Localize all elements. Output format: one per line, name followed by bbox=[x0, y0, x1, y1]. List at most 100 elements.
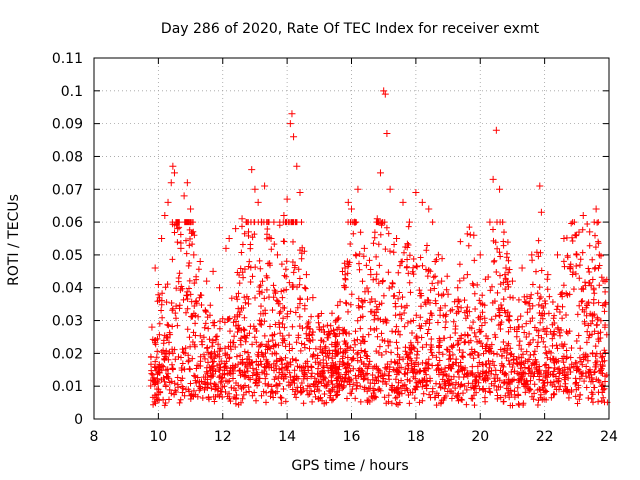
data-point bbox=[290, 133, 298, 141]
data-point bbox=[158, 235, 166, 242]
data-point bbox=[280, 212, 288, 220]
y-tick-label: 0.04 bbox=[52, 281, 83, 297]
data-point bbox=[573, 251, 581, 259]
data-point bbox=[418, 198, 426, 206]
data-point bbox=[431, 257, 439, 265]
data-point bbox=[273, 251, 281, 259]
data-point bbox=[245, 228, 252, 236]
data-point bbox=[463, 271, 471, 279]
data-point bbox=[216, 284, 224, 292]
data-point bbox=[180, 192, 188, 200]
data-point bbox=[489, 175, 497, 183]
data-point bbox=[174, 225, 182, 233]
data-point bbox=[238, 215, 246, 223]
data-point bbox=[154, 280, 162, 288]
data-point bbox=[579, 212, 587, 220]
data-point bbox=[261, 182, 269, 190]
x-axis-label: GPS time / hours bbox=[291, 458, 408, 474]
y-tick-label: 0.11 bbox=[52, 51, 83, 67]
data-point bbox=[528, 251, 536, 259]
y-tick-label: 0.07 bbox=[52, 182, 83, 198]
data-point bbox=[586, 228, 594, 236]
data-point bbox=[360, 244, 368, 252]
dense-point-cloud bbox=[147, 219, 611, 409]
data-point bbox=[169, 162, 177, 170]
data-point bbox=[331, 343, 339, 351]
data-point bbox=[351, 218, 359, 226]
data-point bbox=[554, 251, 561, 259]
data-point bbox=[190, 251, 198, 259]
data-point bbox=[254, 198, 262, 206]
data-point bbox=[251, 185, 259, 193]
data-point bbox=[381, 90, 389, 98]
y-tick-label: 0.03 bbox=[52, 314, 83, 330]
data-point bbox=[288, 110, 296, 118]
y-tick-label: 0.05 bbox=[52, 248, 83, 264]
data-point bbox=[438, 277, 446, 285]
data-point bbox=[602, 300, 610, 308]
grid-lines bbox=[94, 58, 609, 419]
data-point bbox=[161, 212, 169, 220]
data-point bbox=[508, 277, 516, 285]
x-tick-label: 18 bbox=[407, 429, 425, 445]
y-axis-ticks: 0 0.01 0.02 0.03 0.04 0.05 0.06 0.07 0.08 0.09 0.1… bbox=[52, 51, 609, 428]
data-point bbox=[537, 208, 545, 216]
data-point bbox=[383, 129, 391, 137]
data-point bbox=[257, 218, 265, 226]
data-point bbox=[302, 271, 310, 279]
data-point bbox=[595, 251, 603, 259]
data-point bbox=[412, 189, 420, 197]
data-point bbox=[187, 205, 195, 213]
data-point bbox=[183, 179, 191, 187]
data-point bbox=[518, 264, 526, 272]
data-point bbox=[232, 225, 240, 233]
data-point bbox=[376, 169, 384, 177]
data-point bbox=[566, 264, 574, 272]
x-tick-label: 14 bbox=[278, 429, 296, 445]
data-point bbox=[196, 257, 204, 265]
data-point bbox=[476, 251, 484, 259]
data-point bbox=[354, 185, 362, 193]
data-point bbox=[386, 185, 394, 193]
x-tick-label: 12 bbox=[214, 429, 232, 445]
data-point bbox=[151, 264, 159, 272]
data-point bbox=[405, 218, 413, 226]
data-point bbox=[293, 162, 301, 170]
data-point bbox=[393, 235, 401, 242]
data-point bbox=[470, 231, 478, 239]
data-point bbox=[148, 323, 156, 331]
data-point bbox=[502, 264, 510, 272]
data-point bbox=[167, 179, 175, 187]
y-tick-label: 0.01 bbox=[52, 379, 83, 395]
data-point bbox=[496, 185, 504, 193]
data-points bbox=[147, 87, 611, 409]
data-point bbox=[344, 198, 352, 206]
data-point bbox=[380, 87, 388, 95]
data-point bbox=[348, 205, 355, 213]
data-point bbox=[560, 235, 568, 242]
chart-title: Day 286 of 2020, Rate Of TEC Index for r… bbox=[161, 21, 540, 37]
data-point bbox=[296, 189, 304, 197]
y-tick-label: 0.08 bbox=[52, 149, 83, 165]
data-point bbox=[209, 267, 217, 275]
data-point bbox=[315, 323, 323, 331]
data-point bbox=[322, 349, 330, 357]
data-point bbox=[248, 166, 256, 174]
x-tick-label: 20 bbox=[471, 429, 489, 445]
dense-points bbox=[147, 219, 611, 409]
y-axis-label: ROTI / TECUs bbox=[6, 194, 22, 286]
data-point bbox=[309, 294, 317, 302]
y-tick-label: 0.02 bbox=[52, 346, 83, 362]
y-tick-label: 0.06 bbox=[52, 215, 83, 231]
data-point bbox=[492, 126, 500, 134]
x-tick-label: 22 bbox=[536, 429, 554, 445]
data-point bbox=[425, 205, 433, 213]
y-tick-label: 0 bbox=[74, 412, 83, 428]
data-point bbox=[444, 290, 452, 298]
y-tick-label: 0.09 bbox=[52, 117, 83, 133]
data-point bbox=[399, 198, 407, 206]
data-point bbox=[373, 215, 381, 223]
data-point bbox=[454, 284, 462, 292]
x-axis-ticks: 8 10 12 14 16 18 20 22 24 bbox=[90, 58, 618, 445]
